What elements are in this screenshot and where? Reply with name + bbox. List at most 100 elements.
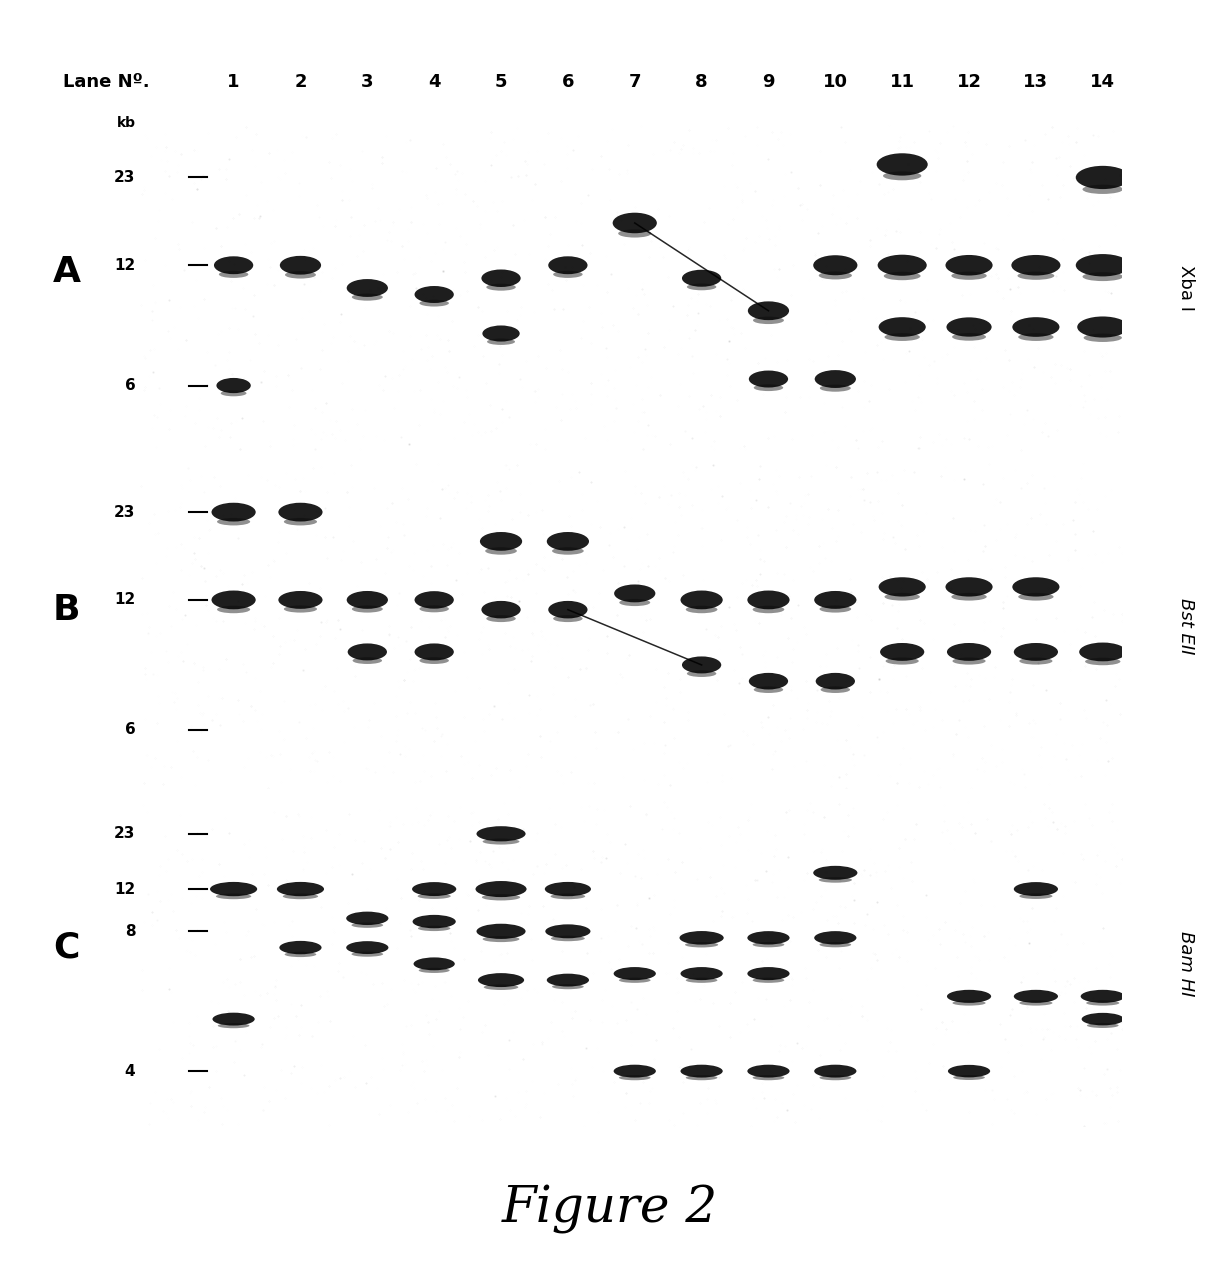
Text: 9: 9	[762, 73, 775, 91]
Ellipse shape	[218, 271, 249, 278]
Ellipse shape	[483, 984, 518, 989]
Ellipse shape	[1080, 643, 1126, 662]
Ellipse shape	[1013, 577, 1059, 596]
Ellipse shape	[820, 605, 852, 613]
Ellipse shape	[814, 255, 858, 275]
Ellipse shape	[821, 686, 850, 692]
Text: 1: 1	[227, 73, 240, 91]
Ellipse shape	[284, 605, 317, 613]
Text: 12: 12	[115, 882, 135, 896]
Ellipse shape	[545, 882, 590, 896]
Ellipse shape	[754, 686, 783, 692]
Text: 23: 23	[113, 827, 135, 841]
Ellipse shape	[680, 931, 723, 945]
Ellipse shape	[1076, 253, 1130, 276]
Ellipse shape	[820, 1075, 852, 1080]
Ellipse shape	[619, 229, 651, 238]
Ellipse shape	[420, 300, 449, 306]
Ellipse shape	[753, 942, 784, 947]
Ellipse shape	[414, 957, 455, 970]
Text: 12: 12	[115, 257, 135, 273]
Text: 10: 10	[822, 73, 848, 91]
Ellipse shape	[884, 593, 920, 600]
Ellipse shape	[614, 968, 656, 980]
Ellipse shape	[814, 591, 856, 609]
Text: 6: 6	[561, 73, 575, 91]
Ellipse shape	[479, 532, 522, 550]
Ellipse shape	[420, 605, 449, 612]
Text: 12: 12	[956, 73, 982, 91]
Ellipse shape	[1014, 643, 1058, 660]
Text: 13: 13	[1024, 73, 1048, 91]
Text: 4: 4	[428, 73, 440, 91]
Ellipse shape	[351, 923, 383, 928]
Ellipse shape	[415, 285, 454, 303]
Ellipse shape	[619, 1075, 650, 1080]
Ellipse shape	[548, 256, 588, 274]
Ellipse shape	[681, 1065, 722, 1078]
Text: C: C	[54, 931, 79, 965]
Ellipse shape	[477, 924, 526, 940]
Ellipse shape	[883, 271, 921, 280]
Ellipse shape	[418, 968, 450, 973]
Ellipse shape	[216, 893, 251, 900]
Ellipse shape	[482, 325, 520, 342]
Text: 4: 4	[124, 1064, 135, 1079]
Text: 3: 3	[361, 73, 373, 91]
Ellipse shape	[686, 942, 719, 947]
Ellipse shape	[749, 370, 788, 388]
Ellipse shape	[1014, 989, 1058, 1002]
Ellipse shape	[551, 936, 584, 941]
Ellipse shape	[217, 605, 250, 613]
Text: 12: 12	[115, 593, 135, 608]
Ellipse shape	[953, 1075, 985, 1080]
Ellipse shape	[346, 941, 388, 954]
Ellipse shape	[346, 279, 388, 297]
Ellipse shape	[953, 658, 986, 664]
Ellipse shape	[748, 301, 789, 320]
Ellipse shape	[947, 317, 992, 337]
Text: Xba I: Xba I	[1177, 265, 1196, 311]
Ellipse shape	[815, 370, 856, 388]
Ellipse shape	[415, 591, 454, 609]
Ellipse shape	[420, 657, 449, 664]
Ellipse shape	[412, 915, 456, 928]
Ellipse shape	[754, 384, 783, 392]
Text: 6: 6	[124, 722, 135, 737]
Ellipse shape	[878, 317, 926, 337]
Ellipse shape	[547, 974, 589, 987]
Ellipse shape	[687, 671, 716, 677]
Ellipse shape	[216, 378, 251, 393]
Ellipse shape	[681, 968, 722, 980]
Text: 23: 23	[113, 170, 135, 184]
Ellipse shape	[550, 893, 586, 900]
Ellipse shape	[1017, 271, 1054, 280]
Ellipse shape	[880, 643, 925, 660]
Ellipse shape	[753, 605, 784, 613]
Ellipse shape	[814, 865, 858, 879]
Ellipse shape	[211, 503, 256, 521]
Ellipse shape	[1076, 166, 1130, 189]
Ellipse shape	[753, 978, 784, 983]
Ellipse shape	[952, 333, 986, 340]
Ellipse shape	[748, 590, 789, 609]
Ellipse shape	[884, 333, 920, 340]
Ellipse shape	[612, 212, 656, 233]
Ellipse shape	[346, 911, 388, 925]
Ellipse shape	[814, 1065, 856, 1078]
Ellipse shape	[212, 1012, 255, 1025]
Ellipse shape	[477, 826, 526, 841]
Ellipse shape	[351, 293, 383, 301]
Ellipse shape	[214, 256, 254, 274]
Ellipse shape	[278, 591, 322, 609]
Ellipse shape	[686, 605, 717, 613]
Text: Bam HI: Bam HI	[1177, 931, 1196, 997]
Ellipse shape	[221, 390, 246, 397]
Text: 8: 8	[124, 924, 135, 938]
Ellipse shape	[210, 882, 257, 896]
Ellipse shape	[614, 1065, 656, 1078]
Ellipse shape	[351, 605, 383, 613]
Ellipse shape	[217, 518, 250, 526]
Ellipse shape	[284, 952, 316, 957]
Ellipse shape	[819, 877, 852, 883]
